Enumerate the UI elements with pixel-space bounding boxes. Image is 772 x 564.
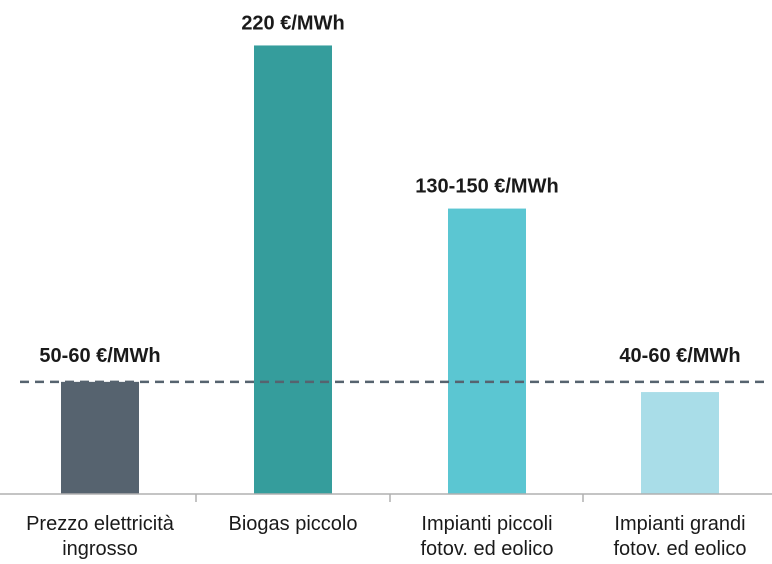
bar-1 [61,381,139,494]
x-axis-ticks [195,494,584,502]
category-label-3-line-2: fotov. ed eolico [420,538,553,560]
bars-group [61,45,719,495]
category-label-3-line-1: Impianti piccoli [421,513,552,535]
category-labels-group: Prezzo elettricità ingrosso Biogas piccolo… [26,513,746,560]
bar-3 [448,208,526,494]
category-label-4-line-1: Impianti grandi [614,513,745,535]
category-label-2-line-1: Biogas piccolo [229,513,358,535]
value-label-4: 40-60 €/MWh [619,345,740,367]
value-labels-group: 50-60 €/MWh 220 €/MWh 130-150 €/MWh 40-60 €… [39,12,740,366]
bar-4 [641,392,719,494]
value-label-3: 130-150 €/MWh [415,176,558,198]
bar-2 [254,45,332,495]
category-label-4-line-2: fotov. ed eolico [613,538,746,560]
value-label-1: 50-60 €/MWh [39,345,160,367]
category-label-1-line-1: Prezzo elettricità [26,513,175,535]
value-label-2: 220 €/MWh [241,12,344,34]
category-label-1-line-2: ingrosso [62,538,138,560]
